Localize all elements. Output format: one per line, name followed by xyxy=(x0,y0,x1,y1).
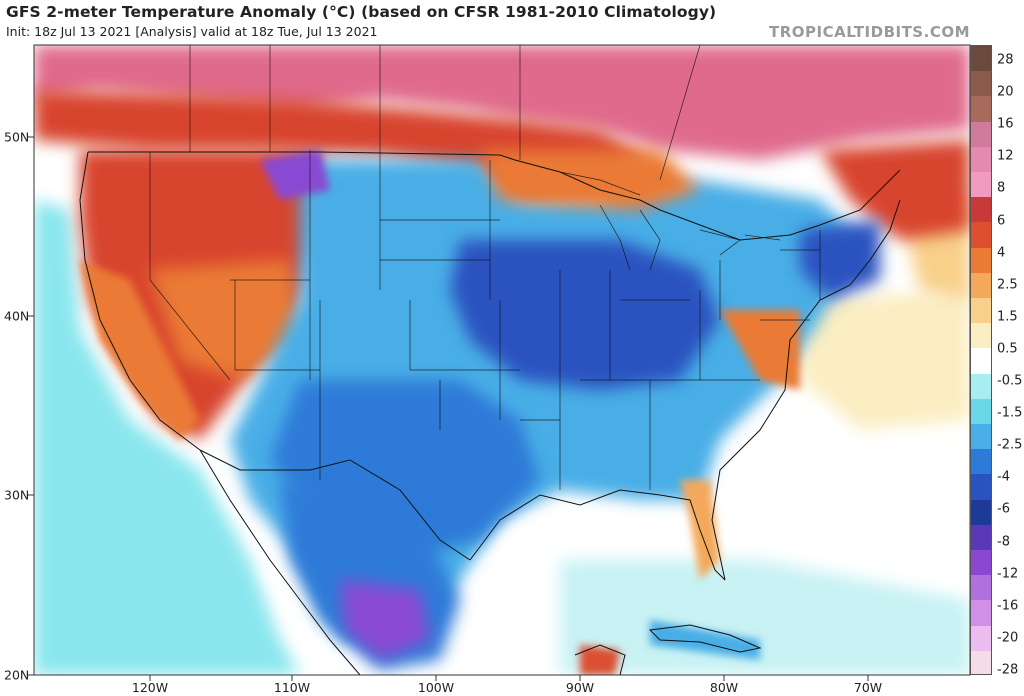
colorbar-segment xyxy=(971,600,991,627)
colorbar-label: -16 xyxy=(997,598,1019,614)
colorbar-segment xyxy=(971,449,991,475)
us-west-coast xyxy=(79,151,201,451)
colorbar-label: -12 xyxy=(997,566,1019,582)
colorbar-segment xyxy=(971,499,991,526)
colorbar-segment xyxy=(971,96,991,123)
lon-label-100w: 100W xyxy=(417,680,455,695)
colorbar-label: -6 xyxy=(997,501,1010,517)
colorbar-label: 0.5 xyxy=(997,341,1018,357)
colorbar-label: 28 xyxy=(997,52,1014,68)
state-lines xyxy=(149,150,821,490)
colorbar-segment xyxy=(971,71,991,97)
colorbar-segment xyxy=(971,424,991,450)
lat-label-30n: 30N xyxy=(4,487,30,503)
map-subtitle: Init: 18z Jul 13 2021 [Analysis] valid a… xyxy=(6,24,378,39)
colorbar-label: -0.5 xyxy=(997,373,1023,389)
colorbar-segment xyxy=(971,247,991,274)
colorbar-segment xyxy=(971,524,991,551)
colorbar-label: 4 xyxy=(997,245,1006,261)
lon-label-70w: 70W xyxy=(853,680,883,695)
colorbar-label: 8 xyxy=(997,180,1006,196)
colorbar-segment xyxy=(971,272,991,299)
gulf-coast xyxy=(469,489,726,581)
colorbar-labels: 28 20 16 12 8 6 4 2.5 1.5 0.5 -0.5 -1.5 -2.5 -4 -6 -8 -1… xyxy=(997,45,1024,678)
lon-label-120w: 120W xyxy=(131,680,169,695)
colorbar-label: -20 xyxy=(997,630,1019,646)
axis-ticks xyxy=(28,136,869,681)
colorbar-segment xyxy=(971,550,991,576)
canada-warm-region xyxy=(34,45,970,160)
colorbar-segment xyxy=(971,146,991,173)
great-lakes xyxy=(559,171,781,271)
colorbar-label: -8 xyxy=(997,534,1010,550)
lat-label-20n: 20N xyxy=(4,667,30,683)
montana-purple xyxy=(260,150,330,200)
lat-label-50n: 50N xyxy=(4,129,30,145)
colorbar-label: 20 xyxy=(997,84,1014,100)
colorbar-label: 16 xyxy=(997,116,1014,132)
map-title: GFS 2-meter Temperature Anomaly (°C) (ba… xyxy=(6,3,717,21)
pacific-cool-region xyxy=(34,200,300,675)
cuba-outline xyxy=(648,624,762,653)
colorbar-segment xyxy=(971,222,991,249)
east-coast xyxy=(711,199,901,581)
colorbar-segment xyxy=(971,398,991,425)
colorbar-segment xyxy=(971,625,991,652)
colorbar-segment xyxy=(971,172,991,198)
colorbar-segment xyxy=(971,46,991,72)
colorbar-segment xyxy=(971,323,991,349)
colorbar-label: 6 xyxy=(997,213,1006,229)
midwest-cold-core xyxy=(450,240,720,390)
colorbar-label: 12 xyxy=(997,148,1014,164)
lat-label-40n: 40N xyxy=(4,308,30,324)
canada-province-lines xyxy=(189,45,701,181)
yucatan-outline xyxy=(574,644,626,675)
colorbar-label: -1.5 xyxy=(997,405,1023,421)
colorbar-segment xyxy=(971,650,991,674)
great-basin-orange xyxy=(150,260,300,380)
colorbar-label: -2.5 xyxy=(997,437,1023,453)
lon-label-110w: 110W xyxy=(273,680,311,695)
mid-atlantic-warm xyxy=(720,310,800,390)
lon-label-90w: 90W xyxy=(565,680,595,695)
watermark: TROPICALTIDBITS.COM xyxy=(769,23,970,41)
colorbar-label: 1.5 xyxy=(997,309,1018,325)
california-coast-warm xyxy=(80,260,200,440)
colorbar xyxy=(970,45,992,675)
atlantic-warm-region xyxy=(800,290,970,430)
lon-label-80w: 80W xyxy=(709,680,739,695)
mexico-purple-core xyxy=(340,580,430,660)
colorbar-label: -4 xyxy=(997,469,1010,485)
colorbar-segment xyxy=(971,121,991,148)
colorbar-segment xyxy=(971,474,991,501)
us-canada-border xyxy=(88,151,901,241)
colorbar-segment xyxy=(971,373,991,400)
colorbar-segment xyxy=(971,348,991,375)
colorbar-label: 2.5 xyxy=(997,277,1018,293)
colorbar-label: -28 xyxy=(997,662,1019,678)
us-mexico-border xyxy=(199,449,471,561)
yucatan-warm xyxy=(580,645,620,675)
colorbar-segment xyxy=(971,197,991,223)
colorbar-segment xyxy=(971,298,991,324)
colorbar-segment xyxy=(971,575,991,601)
quebec-warm-region xyxy=(820,140,970,240)
mexico-coast xyxy=(199,449,361,675)
